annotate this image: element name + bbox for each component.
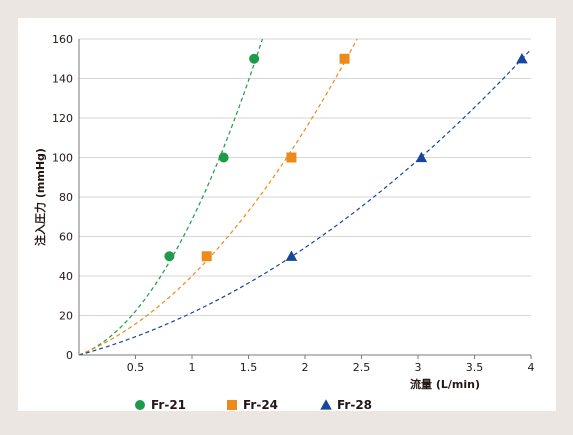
data-point-fr-21 [218,152,229,163]
y-tick-label: 120 [52,112,73,125]
y-tick-label: 0 [66,349,73,362]
y-tick-label: 100 [52,152,73,165]
legend-label-fr-28: Fr-28 [337,398,372,412]
x-tick-label: 4 [528,361,535,374]
x-axis-label: 流量 (L/min) [410,377,480,391]
legend-marker-fr-28 [320,399,332,410]
y-tick-label: 20 [59,310,73,323]
gridlines [79,38,531,316]
y-tick-label: 140 [52,73,73,86]
data-point-fr-24 [339,53,350,64]
legend-label-fr-24: Fr-24 [243,398,278,412]
x-tick-label: 1 [189,361,196,374]
y-tick-label: 160 [52,33,73,46]
y-tick-label: 60 [59,231,73,244]
legend-label-fr-21: Fr-21 [151,398,186,412]
data-point-fr-28 [285,250,298,261]
y-tick-labels: 0 20 40 60 80 100 120 140 160 [52,33,73,362]
x-tick-label: 1.5 [240,361,258,374]
legend-marker-fr-24 [227,400,237,410]
x-tick-label: 2.5 [353,361,371,374]
data-point-fr-28 [516,53,528,64]
y-axis-label: 注入圧力 (mmHg) [33,148,47,246]
x-tick-label: 0.5 [127,361,145,374]
data-point-fr-21 [164,251,175,262]
trendline-fr-28 [78,48,532,356]
axes [78,39,532,359]
legend: Fr-21 Fr-24 Fr-28 [135,398,372,412]
y-tick-label: 80 [59,191,73,204]
legend-marker-fr-21 [135,400,145,410]
x-tick-label: 3 [415,361,422,374]
x-tick-label: 3.5 [466,361,484,374]
data-point-fr-24 [201,251,212,262]
data-point-fr-24 [286,152,297,163]
data-point-fr-28 [415,151,428,163]
y-tick-label: 40 [59,270,73,283]
trendline-fr-24 [78,38,358,356]
data-points [164,53,528,262]
x-tick-label: 2 [302,361,309,374]
data-point-fr-21 [249,53,260,64]
x-tick-labels: 0.5 1 1.5 2 2.5 3 3.5 4 [127,361,535,374]
chart-panel [18,18,556,411]
